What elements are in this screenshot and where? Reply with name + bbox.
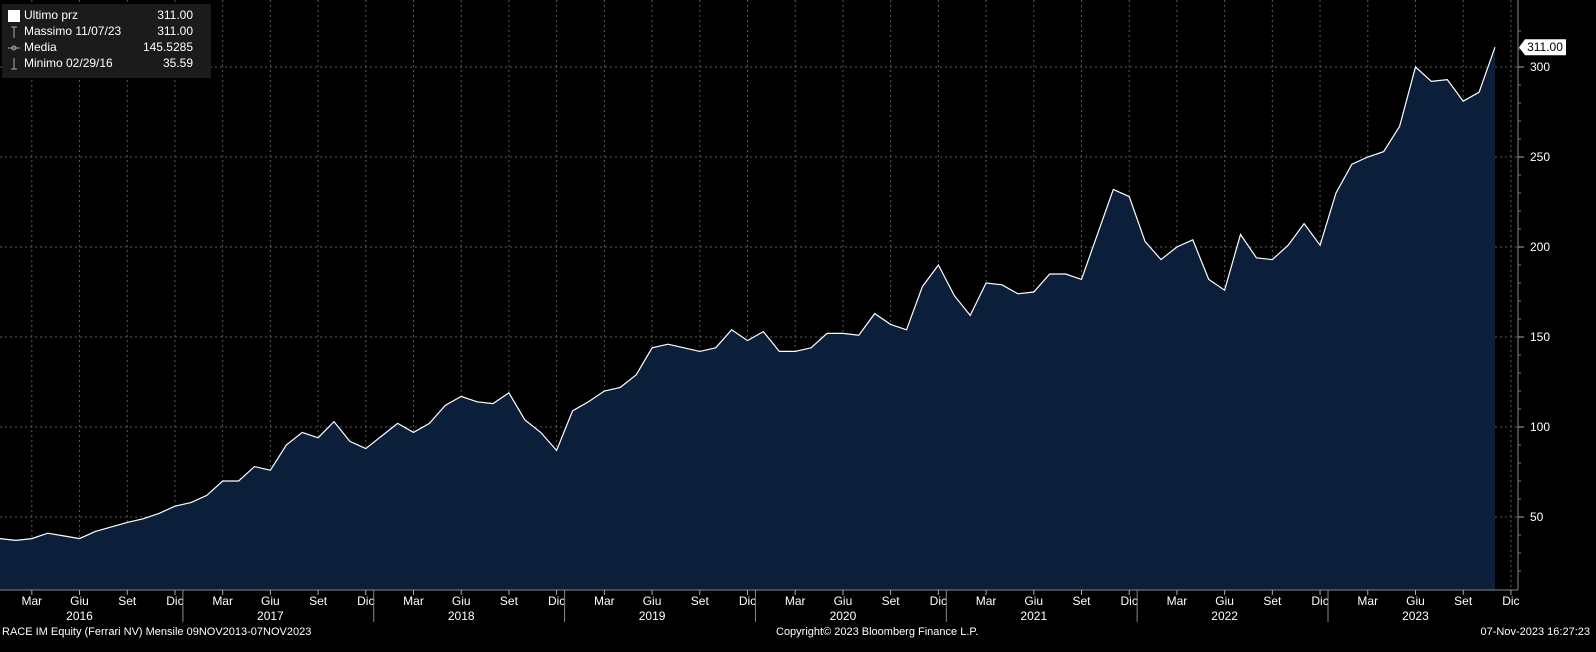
x-year-label: 2021 <box>1020 609 1047 623</box>
x-year-label: 2020 <box>830 609 857 623</box>
x-month-label: Dic <box>548 594 565 608</box>
legend-value: 311.00 <box>157 8 193 22</box>
footer-timestamp: 07-Nov-2023 16:27:23 <box>1480 626 1590 638</box>
y-tick-label: 200 <box>1530 240 1550 254</box>
y-tick-label: 150 <box>1530 330 1550 344</box>
y-tick-label: 100 <box>1530 420 1550 434</box>
x-month-label: Mar <box>976 594 997 608</box>
x-year-label: 2016 <box>66 609 93 623</box>
x-month-label: Giu <box>70 594 89 608</box>
x-month-label: Dic <box>1502 594 1519 608</box>
x-month-label: Mar <box>212 594 233 608</box>
x-month-label: Dic <box>357 594 374 608</box>
x-month-label: Mar <box>21 594 42 608</box>
average-marker-icon <box>8 45 20 51</box>
x-axis: Mar Giu Set Dic Mar Giu Set Dic Mar Giu Set Dic Mar G… <box>0 589 1520 623</box>
square-icon <box>8 10 20 22</box>
legend-row-average: Media 145.5285 <box>2 40 211 55</box>
x-year-label: 2018 <box>448 609 475 623</box>
last-price-text: 311.00 <box>1527 40 1563 54</box>
last-price-label: 311.00 <box>1519 39 1566 56</box>
legend-row-low: Minimo 02/29/16 35.59 <box>2 56 211 71</box>
x-month-label: Mar <box>785 594 806 608</box>
x-month-label: Giu <box>452 594 471 608</box>
x-month-label: Mar <box>1167 594 1188 608</box>
x-month-label: Giu <box>1024 594 1043 608</box>
y-tick-label: 250 <box>1530 150 1550 164</box>
y-axis: 50 100 150 200 250 300 <box>1517 0 1550 590</box>
x-month-label: Set <box>118 594 137 608</box>
legend-label: Media <box>24 40 57 54</box>
x-month-label: Giu <box>1406 594 1425 608</box>
price-line <box>0 47 1496 542</box>
price-area <box>0 47 1495 590</box>
x-month-label: Dic <box>166 594 183 608</box>
x-month-label: Set <box>1263 594 1282 608</box>
x-month-label: Giu <box>643 594 662 608</box>
legend-value: 311.00 <box>157 24 193 38</box>
x-year-label: 2023 <box>1402 609 1429 623</box>
legend-value: 145.5285 <box>142 40 193 54</box>
x-month-label: Set <box>1072 594 1091 608</box>
x-month-label: Dic <box>1311 594 1328 608</box>
x-month-label: Dic <box>930 594 947 608</box>
footer-security: RACE IM Equity (Ferrari NV) Mensile 09NO… <box>2 626 312 638</box>
x-year-label: 2017 <box>257 609 284 623</box>
footer-copyright: Copyright© 2023 Bloomberg Finance L.P. <box>776 626 979 638</box>
footer-bar: RACE IM Equity (Ferrari NV) Mensile 09NO… <box>0 626 1596 644</box>
x-month-label: Set <box>691 594 710 608</box>
legend-label: Massimo 11/07/23 <box>24 24 122 38</box>
x-month-label: Mar <box>1357 594 1378 608</box>
legend-value: 35.59 <box>162 56 193 70</box>
x-month-label: Dic <box>739 594 756 608</box>
legend-row-last-price: Ultimo prz 311.00 <box>2 8 211 23</box>
x-month-label: Giu <box>1215 594 1234 608</box>
x-month-label: Giu <box>834 594 853 608</box>
x-month-label: Giu <box>261 594 280 608</box>
x-month-label: Set <box>882 594 901 608</box>
x-month-label: Dic <box>1121 594 1138 608</box>
high-marker-icon <box>11 26 17 38</box>
x-year-label: 2022 <box>1211 609 1238 623</box>
legend-label: Ultimo prz <box>24 8 79 22</box>
x-month-label: Set <box>309 594 328 608</box>
x-month-label: Mar <box>403 594 424 608</box>
x-month-label: Mar <box>594 594 615 608</box>
y-tick-label: 300 <box>1530 60 1550 74</box>
last-price-tag <box>1519 39 1566 56</box>
x-month-label: Set <box>1454 594 1473 608</box>
x-year-label: 2019 <box>639 609 666 623</box>
x-month-label: Set <box>500 594 519 608</box>
y-tick-label: 50 <box>1530 510 1544 524</box>
low-marker-icon <box>11 58 17 70</box>
legend-box: Ultimo prz 311.00 Massimo 11/07/23 311.0… <box>2 4 211 78</box>
legend-label: Minimo 02/29/16 <box>24 56 113 70</box>
legend-row-high: Massimo 11/07/23 311.00 <box>2 24 211 39</box>
